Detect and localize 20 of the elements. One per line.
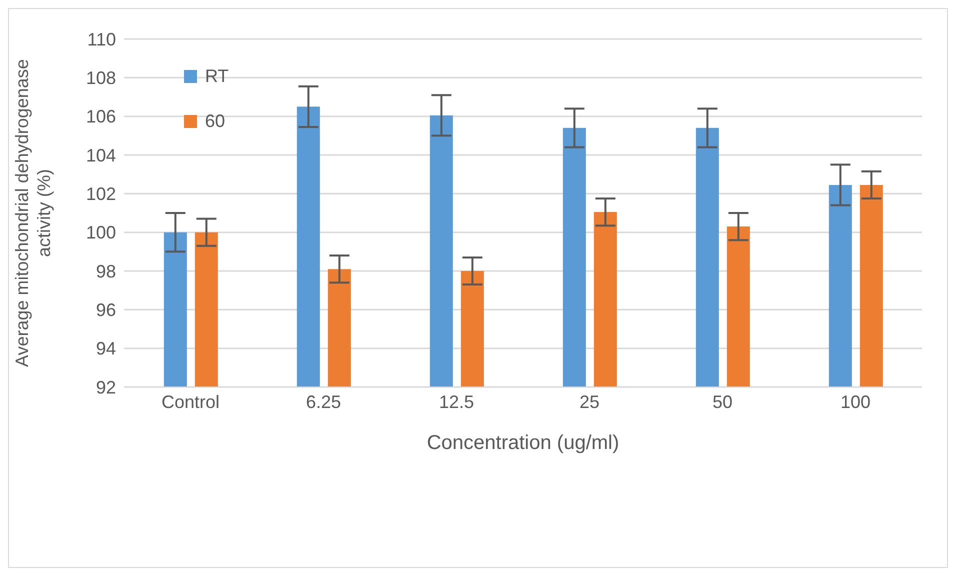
y-axis-title: Average mitochondrial dehydrogenase activity (%) — [12, 59, 54, 367]
x-axis-title: Concentration (ug/ml) — [426, 432, 620, 454]
y-tick-label: 104 — [86, 145, 116, 166]
y-tick-label: 98 — [96, 261, 116, 282]
x-tick-label: 25 — [579, 392, 600, 412]
y-tick-label: 110 — [87, 29, 116, 50]
y-tick-label: 92 — [96, 377, 116, 398]
legend-label: RT — [205, 66, 229, 87]
y-tick-label: 102 — [86, 184, 116, 204]
y-tick-label: 108 — [86, 68, 116, 88]
y-tick-label: 94 — [96, 338, 116, 359]
y-tick-label: 96 — [96, 300, 116, 320]
x-tick-label: 50 — [712, 392, 733, 412]
x-tick-label: 100 — [840, 392, 871, 412]
x-tick-label: Control — [161, 392, 220, 412]
legend-label: 60 — [205, 111, 226, 132]
x-tick-label: 12.5 — [438, 392, 474, 412]
x-tick-label: 6.25 — [306, 392, 342, 412]
y-tick-label: 106 — [86, 106, 116, 127]
y-tick-label: 100 — [86, 222, 116, 243]
